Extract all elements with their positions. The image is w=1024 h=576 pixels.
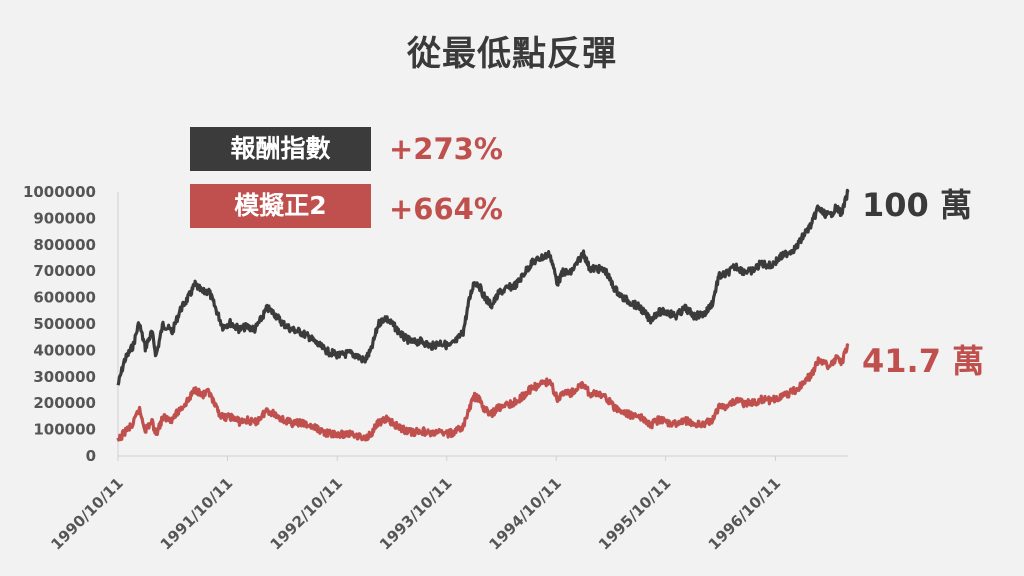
series-line-simulated-2x: [116, 343, 850, 442]
end-value-label-return-index: 100 萬: [862, 186, 972, 224]
legend-change-simulated-2x: +664%: [389, 192, 503, 226]
legend-entry-simulated-2x: 模擬正2: [190, 184, 371, 228]
y-tick-label: 500000: [33, 315, 96, 333]
end-value-label-simulated-2x: 41.7 萬: [862, 342, 985, 380]
y-tick-label: 100000: [33, 421, 96, 439]
x-tick-label: 1993/10/11: [376, 474, 456, 554]
y-axis: 0 100000 200000 300000 400000 500000 600000 700…: [23, 183, 119, 465]
x-axis: 1990/10/11 1991/10/11 1992/10/11 1993/10/11…: [47, 455, 848, 554]
chart-title: 從最低點反彈: [407, 34, 617, 74]
y-tick-label: 800000: [33, 236, 96, 254]
x-tick-label: 1995/10/11: [595, 474, 675, 554]
y-tick-label: 1000000: [23, 183, 96, 201]
x-tick-label: 1990/10/11: [47, 474, 127, 554]
y-tick-label: 0: [86, 447, 96, 465]
series-line-return-index: [116, 188, 850, 386]
x-tick-label: 1996/10/11: [705, 474, 785, 554]
y-tick-label: 200000: [33, 394, 96, 412]
x-tick-label: 1992/10/11: [267, 474, 347, 554]
y-tick-label: 900000: [33, 209, 96, 227]
x-tick-label: 1994/10/11: [485, 474, 565, 554]
y-tick-label: 600000: [33, 289, 96, 307]
legend-change-return-index: +273%: [389, 132, 503, 166]
y-tick-label: 700000: [33, 262, 96, 280]
y-tick-label: 300000: [33, 368, 96, 386]
series-layer: [116, 188, 850, 442]
legend-entry-return-index: 報酬指數: [190, 127, 371, 171]
y-tick-label: 400000: [33, 341, 96, 359]
x-tick-label: 1991/10/11: [157, 474, 237, 554]
